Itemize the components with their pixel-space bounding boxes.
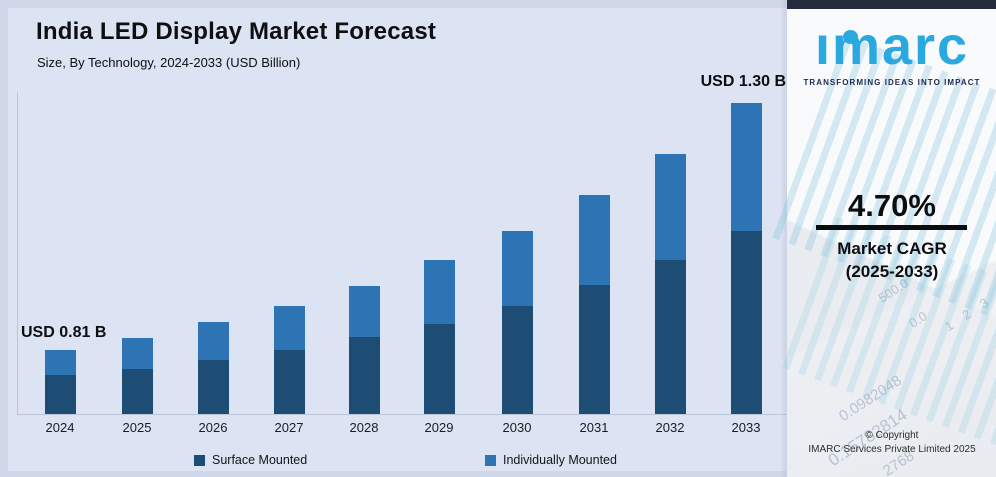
bar-segment-surface-mounted-2030: [502, 306, 533, 414]
bar-segment-individually-mounted-2033: [731, 103, 762, 231]
x-axis-line: [17, 414, 791, 415]
x-tick-label-2027: 2027: [274, 420, 304, 435]
bar-segment-surface-mounted-2024: [45, 375, 76, 414]
bar-segment-surface-mounted-2027: [274, 350, 305, 414]
bar-segment-surface-mounted-2028: [349, 337, 380, 414]
brand-sidebar: 500.0 0.0 1 2 3 4 0.0982048 0.15782814 2…: [772, 0, 996, 477]
bar-segment-surface-mounted-2029: [424, 324, 455, 414]
watermark-number: 0.0: [906, 308, 930, 331]
bar-segment-surface-mounted-2025: [122, 369, 153, 414]
imarc-logo-text: ımarc: [814, 16, 970, 76]
bar-segment-individually-mounted-2029: [424, 260, 455, 324]
x-tick-label-2033: 2033: [731, 420, 761, 435]
bar-segment-surface-mounted-2033: [731, 231, 762, 414]
x-tick-label-2028: 2028: [349, 420, 379, 435]
x-tick-label-2029: 2029: [424, 420, 454, 435]
imarc-logo: ımarc: [787, 18, 996, 74]
y-axis-line: [17, 92, 18, 414]
cagr-underline: [816, 225, 967, 230]
bar-segment-individually-mounted-2032: [655, 154, 686, 260]
x-tick-label-2031: 2031: [579, 420, 609, 435]
brand-tagline: TRANSFORMING IDEAS INTO IMPACT: [803, 78, 981, 87]
legend-swatch: [194, 455, 205, 466]
x-tick-label-2032: 2032: [655, 420, 685, 435]
copyright-line2: IMARC Services Private Limited 2025: [808, 444, 976, 455]
bar-segment-individually-mounted-2024: [45, 350, 76, 375]
bar-segment-surface-mounted-2026: [198, 360, 229, 414]
legend-item-surface-mounted: Surface Mounted: [194, 453, 307, 467]
bar-segment-individually-mounted-2030: [502, 231, 533, 306]
sidebar-top-strip: [787, 0, 996, 9]
cagr-label-line1: Market CAGR: [837, 239, 947, 258]
x-tick-label-2026: 2026: [198, 420, 228, 435]
value-label-2033: USD 1.30 B: [700, 73, 786, 90]
legend-label: Individually Mounted: [503, 453, 617, 467]
bar-segment-individually-mounted-2026: [198, 322, 229, 360]
bar-segment-individually-mounted-2028: [349, 286, 380, 337]
value-label-2024: USD 0.81 B: [21, 324, 107, 341]
chart-title: India LED Display Market Forecast: [36, 18, 437, 45]
bar-segment-surface-mounted-2032: [655, 260, 686, 414]
x-tick-label-2030: 2030: [502, 420, 532, 435]
chart-subtitle: Size, By Technology, 2024-2033 (USD Bill…: [37, 55, 301, 70]
bar-segment-individually-mounted-2025: [122, 338, 153, 369]
legend-label: Surface Mounted: [212, 453, 308, 467]
imarc-logo-dot-icon: [843, 30, 858, 44]
bar-segment-individually-mounted-2027: [274, 306, 305, 350]
copyright-line1: © Copyright: [865, 430, 919, 441]
legend-item-individually-mounted: Individually Mounted: [485, 453, 617, 467]
x-tick-label-2025: 2025: [122, 420, 152, 435]
chart-panel: India LED Display Market Forecast Size, …: [8, 8, 791, 471]
bar-segment-surface-mounted-2031: [579, 285, 610, 414]
cagr-value: 4.70%: [848, 188, 936, 223]
legend-swatch: [485, 455, 496, 466]
watermark-number: 1 2 3 4: [941, 281, 996, 335]
bar-segment-individually-mounted-2031: [579, 195, 610, 285]
cagr-label-line2: (2025-2033): [845, 262, 939, 281]
x-tick-label-2024: 2024: [45, 420, 75, 435]
